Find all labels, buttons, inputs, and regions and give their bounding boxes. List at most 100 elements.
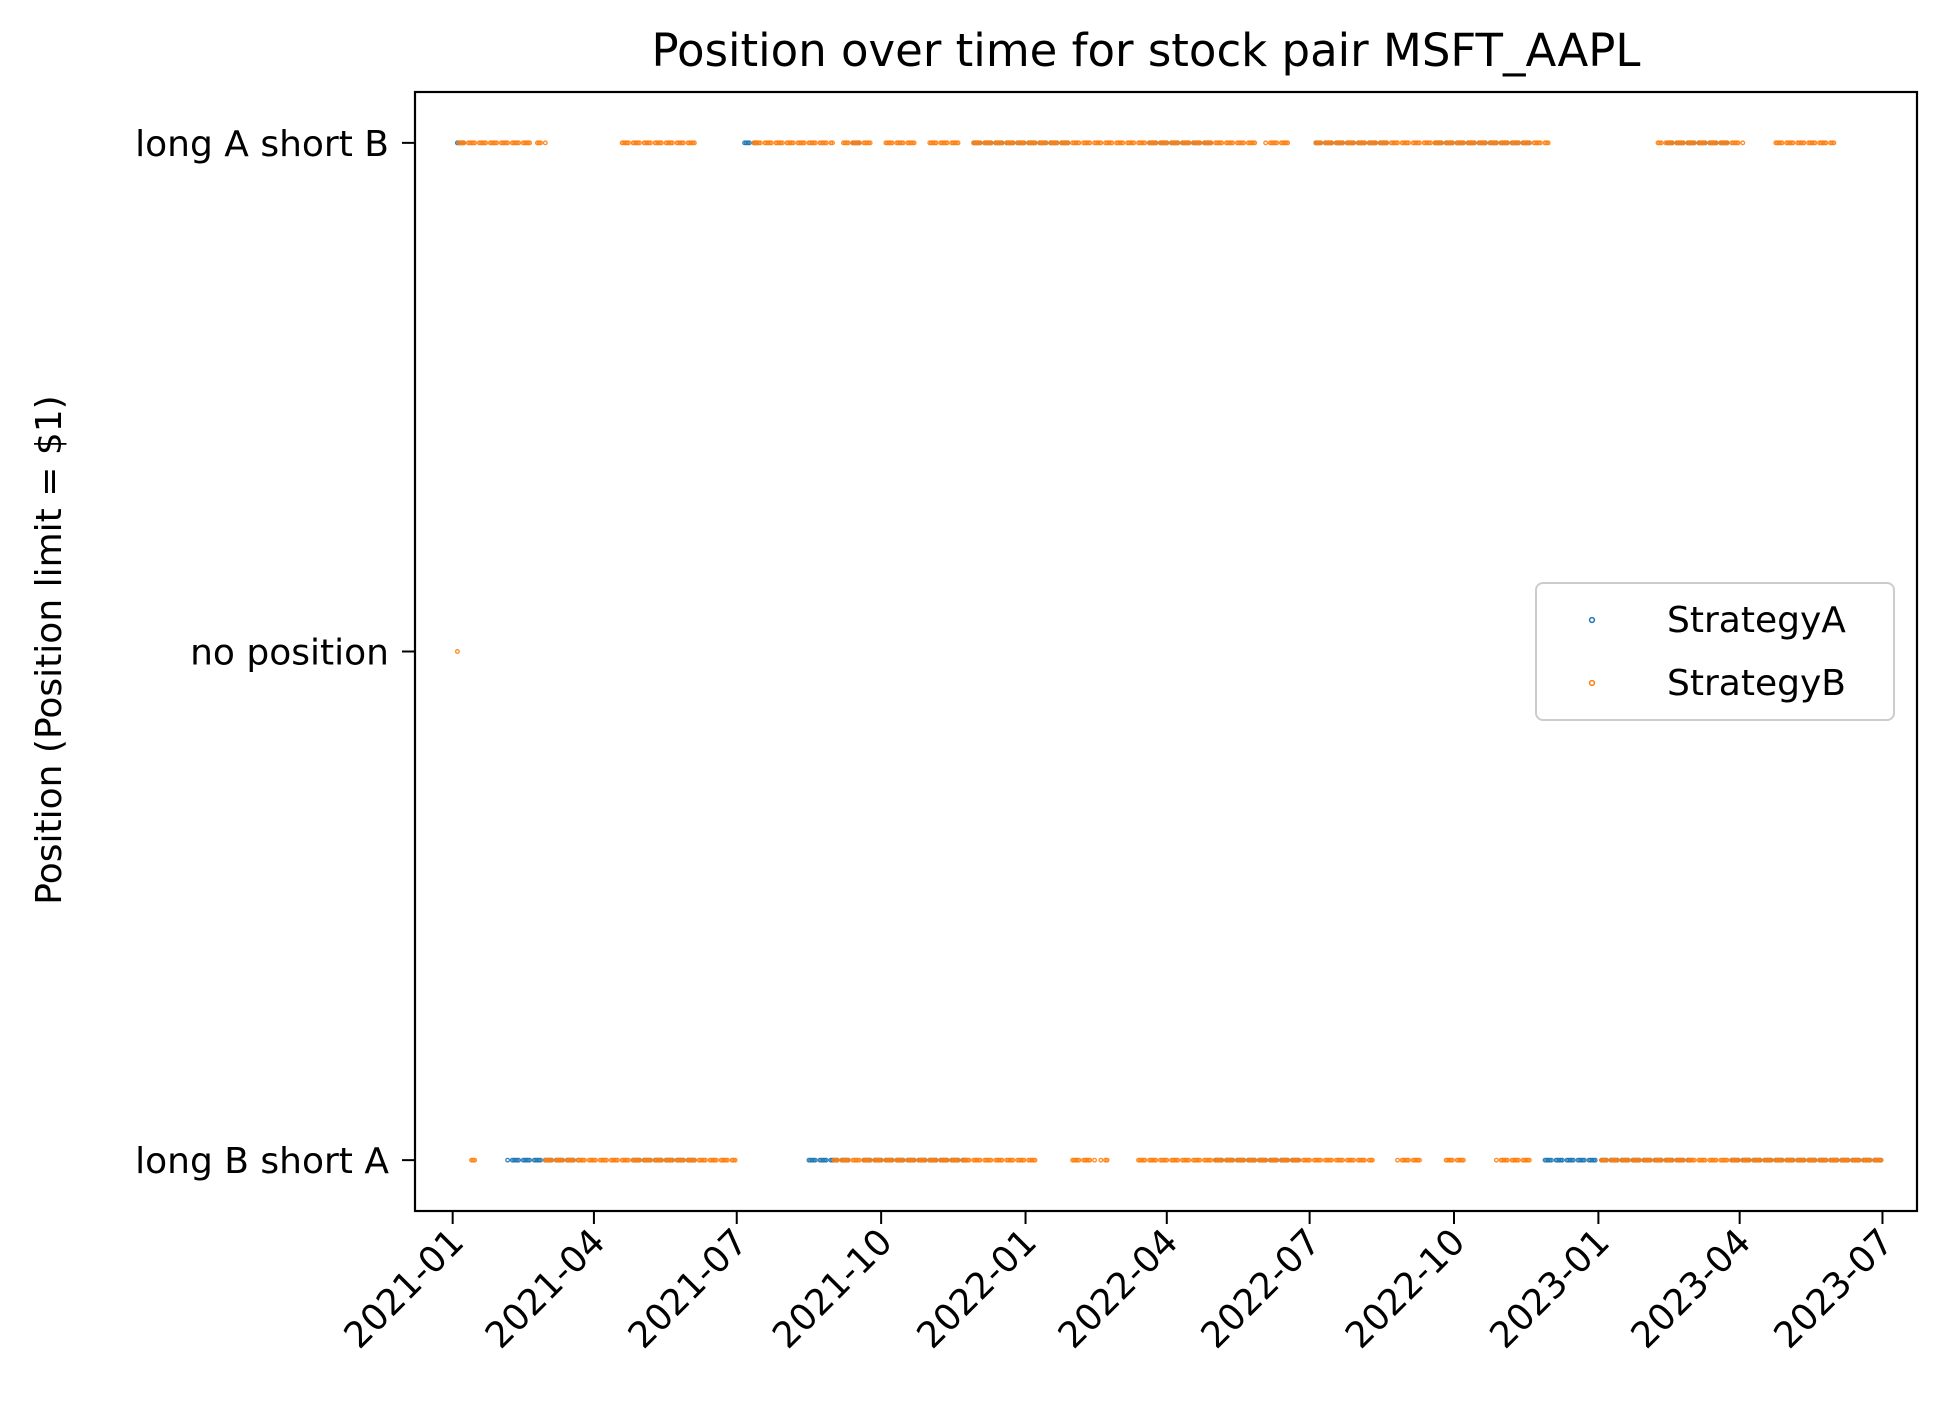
point-strategyb xyxy=(1735,140,1741,146)
point-strategyb xyxy=(636,140,642,146)
point-strategyb xyxy=(1669,1157,1675,1163)
point-strategyb xyxy=(1329,140,1335,146)
point-strategyb xyxy=(1307,1157,1313,1163)
point-strategyb xyxy=(1010,1157,1016,1163)
point-strategya xyxy=(1548,1157,1554,1163)
point-strategyb xyxy=(1449,140,1455,146)
point-strategyb xyxy=(1076,140,1082,146)
point-strategyb xyxy=(505,140,511,146)
point-strategyb xyxy=(911,1157,917,1163)
point-strategyb xyxy=(856,1157,862,1163)
point-strategyb xyxy=(1417,140,1422,146)
point-strategyb xyxy=(1757,1157,1763,1163)
point-strategyb xyxy=(933,140,939,146)
point-strategya xyxy=(823,1157,829,1163)
y-tick-label-no-position: no position xyxy=(190,633,389,674)
point-strategyb xyxy=(1724,1157,1730,1163)
point-strategyb xyxy=(1241,1157,1247,1163)
point-strategyb xyxy=(830,140,835,146)
point-strategyb xyxy=(1340,140,1346,146)
point-strategyb xyxy=(933,1157,939,1163)
point-strategyb xyxy=(966,1157,972,1163)
point-strategyb xyxy=(1109,140,1115,146)
point-strategyb xyxy=(1680,1157,1686,1163)
point-strategyb xyxy=(1021,140,1027,146)
legend-marker-strategyb xyxy=(1588,679,1596,687)
point-strategyb xyxy=(1406,140,1411,146)
point-strategyb xyxy=(1526,140,1532,146)
point-strategyb xyxy=(1702,1157,1708,1163)
point-strategyb xyxy=(1658,140,1664,146)
point-strategyb xyxy=(1098,1157,1104,1163)
point-strategyb xyxy=(571,1157,576,1163)
point-strategyb xyxy=(944,140,950,146)
point-strategyb xyxy=(549,1157,554,1163)
point-strategyb xyxy=(1812,1157,1818,1163)
point-strategyb xyxy=(1428,140,1433,146)
point-strategyb xyxy=(1417,1157,1422,1163)
point-strategyb xyxy=(1614,1157,1620,1163)
point-strategyb xyxy=(732,1157,738,1163)
point-strategyb xyxy=(790,140,796,146)
point-strategyb xyxy=(834,1157,840,1163)
point-strategyb xyxy=(1471,140,1477,146)
point-strategyb xyxy=(922,1157,928,1163)
point-strategyb xyxy=(1395,140,1400,146)
point-strategyb xyxy=(1285,1157,1291,1163)
point-strategyb xyxy=(494,140,500,146)
point-strategyb xyxy=(1713,1157,1719,1163)
point-strategyb xyxy=(1274,140,1280,146)
points-layer xyxy=(454,140,1884,1163)
point-strategyb xyxy=(1285,140,1291,146)
point-strategyb xyxy=(1219,140,1225,146)
y-tick-label-long-b-short-a: long B short A xyxy=(135,1141,389,1182)
point-strategyb xyxy=(1098,140,1104,146)
point-strategya xyxy=(505,1157,511,1163)
point-strategyb xyxy=(1845,1157,1851,1163)
point-strategyb xyxy=(1318,140,1324,146)
point-strategyb xyxy=(1526,1157,1532,1163)
point-strategyb xyxy=(1493,1157,1499,1163)
point-strategyb xyxy=(1636,1157,1642,1163)
point-strategyb xyxy=(856,140,862,146)
point-strategyb xyxy=(626,140,631,146)
point-strategyb xyxy=(911,140,917,146)
point-strategyb xyxy=(1395,1157,1400,1163)
point-strategyb xyxy=(1779,140,1785,146)
point-strategyb xyxy=(1153,140,1159,146)
point-strategyb xyxy=(1252,140,1258,146)
point-strategyb xyxy=(1076,1157,1082,1163)
point-strategyb xyxy=(582,1157,587,1163)
point-strategyb xyxy=(1768,1157,1774,1163)
point-strategyb xyxy=(1406,1157,1411,1163)
point-strategyb xyxy=(1790,140,1796,146)
point-strategya xyxy=(516,1157,522,1163)
point-strategyb xyxy=(669,140,675,146)
point-strategyb xyxy=(1603,1157,1609,1163)
point-strategyb xyxy=(472,140,478,146)
point-strategyb xyxy=(1504,1157,1510,1163)
point-strategyb xyxy=(1384,140,1389,146)
point-strategyb xyxy=(1369,1157,1375,1163)
point-strategyb xyxy=(1263,1157,1269,1163)
point-strategyb xyxy=(472,1157,478,1163)
point-strategya xyxy=(538,1157,544,1163)
point-strategyb xyxy=(461,140,467,146)
point-strategyb xyxy=(560,1157,565,1163)
point-strategyb xyxy=(1175,1157,1181,1163)
point-strategya xyxy=(1570,1157,1576,1163)
point-strategyb xyxy=(1131,140,1137,146)
point-strategyb xyxy=(1801,140,1807,146)
point-strategyb xyxy=(538,140,544,146)
point-strategyb xyxy=(823,140,829,146)
point-strategyb xyxy=(1647,1157,1653,1163)
point-strategyb xyxy=(1831,140,1837,146)
point-strategyb xyxy=(944,1157,950,1163)
point-strategyb xyxy=(1658,1157,1664,1163)
point-strategya xyxy=(746,140,752,146)
point-strategyb xyxy=(1230,140,1236,146)
point-strategyb xyxy=(977,1157,983,1163)
point-strategyb xyxy=(878,1157,884,1163)
point-strategyb xyxy=(1087,140,1093,146)
point-strategyb xyxy=(1545,140,1551,146)
